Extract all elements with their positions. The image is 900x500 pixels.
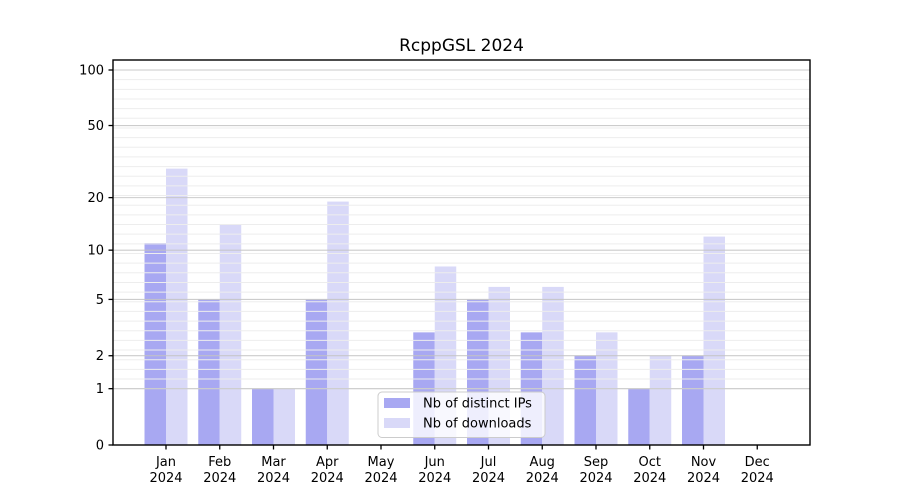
- y-tick-label-2: 2: [96, 349, 104, 364]
- legend-box: [377, 391, 546, 438]
- x-tick-label-year-aug: 2024: [526, 471, 559, 486]
- bar-downloads-apr: [327, 201, 349, 445]
- y-tick-label-1: 1: [96, 382, 104, 397]
- plot-frame: [112, 59, 811, 446]
- bar-downloads-mar: [273, 388, 295, 445]
- x-tick-label-month-may: May: [368, 455, 395, 470]
- y-tick-label-20: 20: [87, 191, 104, 206]
- x-tick-label-year-jun: 2024: [418, 471, 451, 486]
- x-tick-label-month-dec: Dec: [745, 455, 770, 470]
- bar-ips-apr: [305, 299, 328, 445]
- legend-swatch-downloads: [384, 418, 410, 428]
- x-tick-label-year-dec: 2024: [741, 471, 774, 486]
- bar-downloads-aug: [542, 286, 564, 445]
- y-tick-label-0: 0: [96, 439, 104, 454]
- bar-ips-nov: [682, 355, 704, 445]
- x-tick-label-year-oct: 2024: [633, 471, 666, 486]
- y-tick-label-10: 10: [87, 244, 104, 259]
- bar-ips-feb: [198, 299, 220, 445]
- x-tick-label-month-feb: Feb: [208, 455, 231, 470]
- x-tick-label-month-nov: Nov: [691, 455, 717, 470]
- x-tick-label-year-may: 2024: [364, 471, 397, 486]
- x-tick-label-month-oct: Oct: [639, 455, 661, 470]
- bar-downloads-oct: [649, 355, 672, 445]
- bar-ips-oct: [628, 388, 650, 445]
- y-tick-label-5: 5: [96, 293, 104, 308]
- x-tick-label-month-aug: Aug: [530, 455, 555, 470]
- x-tick-label-year-apr: 2024: [311, 471, 344, 486]
- bar-downloads-feb: [219, 224, 242, 445]
- x-tick-label-month-apr: Apr: [316, 455, 339, 470]
- y-tick-label-50: 50: [87, 119, 104, 134]
- x-tick-label-month-sep: Sep: [584, 455, 609, 470]
- bar-ips-mar: [252, 388, 274, 445]
- x-tick-label-month-jun: Jun: [424, 455, 445, 470]
- x-tick-label-month-mar: Mar: [261, 455, 286, 470]
- chart-title: RcppGSL 2024: [399, 36, 524, 56]
- y-tick-label-100: 100: [79, 64, 104, 79]
- bar-ips-sep: [574, 355, 596, 445]
- legend-label-downloads: Nb of downloads: [423, 417, 532, 432]
- bar-ips-jan: [144, 243, 166, 445]
- x-tick-label-year-mar: 2024: [257, 471, 290, 486]
- legend-swatch-ips: [384, 398, 410, 408]
- x-tick-label-year-jul: 2024: [472, 471, 505, 486]
- x-tick-label-month-jan: Jan: [155, 455, 176, 470]
- x-tick-label-year-nov: 2024: [687, 471, 720, 486]
- x-tick-label-month-jul: Jul: [480, 455, 497, 470]
- x-tick-label-year-sep: 2024: [579, 471, 612, 486]
- x-tick-label-year-feb: 2024: [203, 471, 236, 486]
- bar-downloads-jan: [166, 168, 188, 445]
- legend-label-ips: Nb of distinct IPs: [423, 397, 532, 412]
- x-tick-label-year-jan: 2024: [149, 471, 182, 486]
